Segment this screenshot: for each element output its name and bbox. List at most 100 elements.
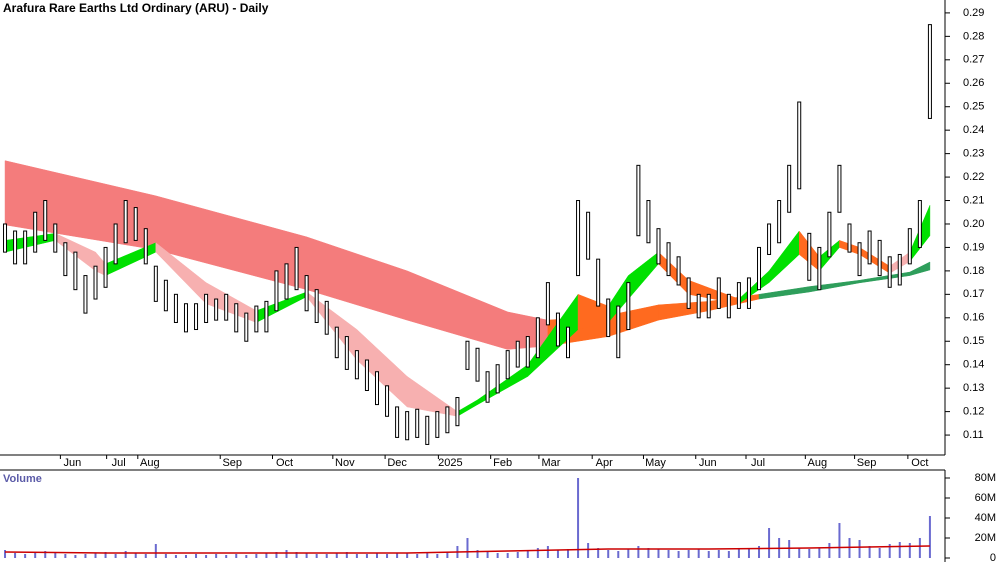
price-bar: [264, 300, 269, 333]
volume-bar: [325, 554, 328, 558]
price-bar: [646, 200, 651, 244]
y-tick-label: 60M: [975, 492, 996, 504]
volume-bar: [265, 553, 268, 558]
x-tick-label: Aug: [808, 457, 828, 469]
price-bar: [535, 317, 540, 359]
price-bar: [214, 298, 219, 321]
price-bar: [847, 223, 852, 253]
volume-bar: [144, 554, 147, 558]
y-tick-label: 0.12: [963, 406, 984, 418]
volume-bar: [84, 554, 87, 558]
price-bar: [194, 303, 199, 331]
price-bar: [566, 326, 571, 359]
price-bar: [596, 258, 601, 307]
volume-bar: [928, 516, 931, 558]
volume-bar: [647, 548, 650, 558]
price-bar: [666, 242, 671, 277]
volume-bar: [104, 552, 107, 558]
volume-bar: [657, 549, 660, 558]
price-bar: [887, 256, 892, 288]
price-bar: [133, 207, 138, 241]
volume-bar: [627, 549, 630, 558]
y-tick-label: 40M: [975, 512, 996, 524]
volume-bar: [707, 551, 710, 558]
y-tick-label: 0.29: [963, 7, 984, 19]
price-bar: [314, 289, 319, 323]
price-bar: [837, 164, 842, 213]
price-bar: [425, 415, 430, 445]
price-bar: [63, 242, 68, 277]
y-tick-label: 20M: [975, 532, 996, 544]
volume-bar: [215, 554, 218, 558]
volume-bar: [687, 550, 690, 558]
volume-bar: [315, 554, 318, 558]
price-bar: [586, 211, 591, 260]
price-bar: [726, 293, 731, 319]
price-bar: [304, 275, 309, 312]
price-bar: [857, 242, 862, 277]
volume-bar: [24, 554, 27, 558]
volume-bar: [205, 555, 208, 558]
y-tick-label: 0.11: [963, 429, 984, 441]
volume-bar: [546, 546, 549, 558]
volume-bar: [74, 555, 77, 558]
volume-bar: [858, 540, 861, 558]
volume-bar: [446, 552, 449, 558]
volume-bar: [516, 552, 519, 558]
price-bar: [234, 303, 239, 333]
price-bar: [143, 228, 148, 265]
volume-bar: [4, 550, 7, 558]
volume-bar: [124, 551, 127, 558]
volume-bar: [496, 553, 499, 558]
volume-bar: [567, 549, 570, 558]
price-bar: [73, 251, 78, 291]
volume-bar: [788, 540, 791, 558]
volume-bar: [808, 549, 811, 558]
x-tick-label: Mar: [541, 457, 560, 469]
price-bar: [364, 359, 369, 392]
price-bar: [696, 293, 701, 319]
price-bar: [877, 239, 882, 277]
price-bar: [274, 270, 279, 312]
y-tick-label: 0.23: [963, 148, 984, 160]
y-tick-label: 0.16: [963, 312, 984, 324]
y-tick-label: 0.27: [963, 54, 984, 66]
x-tick-label: Aug: [140, 457, 160, 469]
volume-bar: [416, 554, 419, 558]
x-tick-label: Nov: [335, 457, 355, 469]
price-bar: [656, 228, 661, 265]
price-bar: [183, 303, 188, 333]
y-tick-label: 0.15: [963, 335, 984, 347]
y-tick-label: 0.17: [963, 288, 984, 300]
price-bar: [23, 230, 28, 265]
volume-bar: [34, 552, 37, 558]
price-bar: [83, 275, 88, 314]
y-tick-label: 0.14: [963, 359, 984, 371]
price-bar: [827, 211, 832, 258]
x-tick-label: 2025: [438, 457, 462, 469]
price-bar: [103, 246, 108, 288]
price-bar: [757, 246, 762, 291]
y-tick-label: 0.22: [963, 171, 984, 183]
volume-bar: [305, 553, 308, 558]
price-bar: [93, 265, 98, 300]
volume-bar: [396, 553, 399, 558]
price-bar: [204, 293, 209, 323]
price-bar: [807, 232, 812, 281]
volume-average-line: [5, 545, 930, 554]
volume-bar: [195, 554, 198, 558]
volume-bar: [798, 548, 801, 558]
price-bar: [354, 350, 359, 380]
price-bar: [616, 305, 621, 359]
y-tick-label: 0.20: [963, 218, 984, 230]
price-bar: [686, 277, 691, 309]
price-bar: [545, 282, 550, 326]
volume-bar: [134, 553, 137, 558]
volume-bar: [607, 550, 610, 558]
price-bar: [927, 24, 932, 119]
price-bar: [385, 385, 390, 417]
volume-bar: [908, 543, 911, 558]
price-bar: [817, 246, 822, 291]
volume-bar: [54, 553, 57, 558]
